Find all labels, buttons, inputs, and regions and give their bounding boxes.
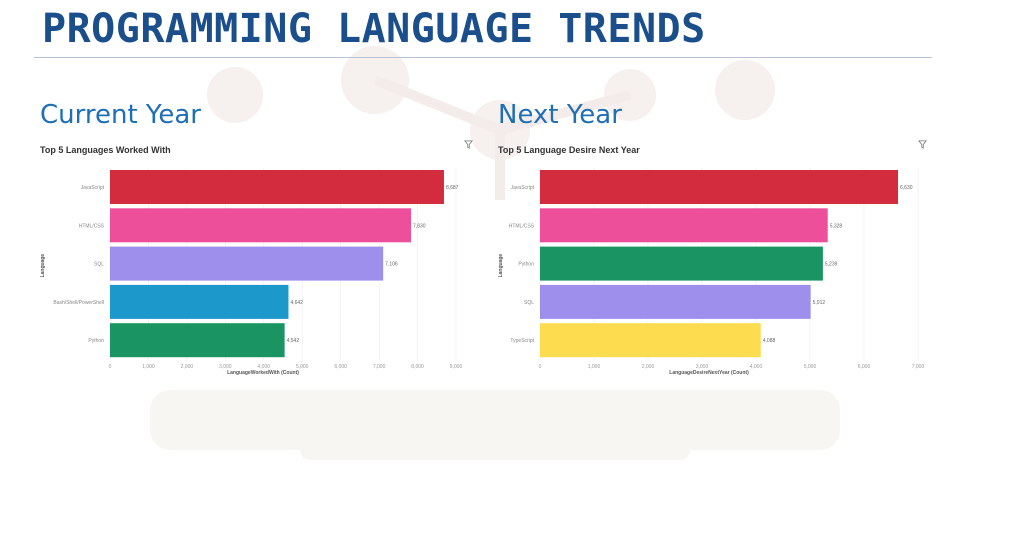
x-tick-label: 3,000 [219, 364, 232, 370]
category-label: JavaScript [81, 185, 105, 191]
x-axis-label: LanguageWorkedWith (Count) [227, 370, 299, 376]
x-tick-label: 1,000 [142, 364, 155, 370]
filter-icon[interactable] [918, 140, 927, 149]
x-tick-label: 6,000 [858, 364, 871, 370]
x-tick-label: 0 [539, 364, 542, 370]
data-label: 8,687 [446, 185, 459, 191]
data-label: 4,642 [290, 300, 303, 306]
chart-title-next: Top 5 Language Desire Next Year [498, 145, 640, 155]
next-year-heading: Next Year [498, 100, 622, 130]
bar[interactable] [540, 208, 828, 243]
bar[interactable] [540, 284, 811, 319]
bar[interactable] [110, 170, 444, 204]
x-tick-label: 4,000 [750, 364, 763, 370]
x-tick-label: 1,000 [588, 364, 601, 370]
x-tick-label: 4,000 [258, 364, 271, 370]
bar[interactable] [110, 246, 384, 281]
data-label: 4,542 [287, 338, 300, 344]
x-tick-label: 5,000 [804, 364, 817, 370]
x-tick-label: 8,000 [411, 364, 424, 370]
bar-chart-next: 0 1,000 2,000 3,000 4,000 5,000 6,000 7,000 Java… [498, 168, 925, 376]
category-label: HTML/CSS [509, 223, 535, 229]
x-tick-label: 7,000 [373, 364, 386, 370]
category-label: Python [88, 338, 104, 344]
y-axis-label: Language [498, 254, 504, 278]
x-tick-label: 2,000 [642, 364, 655, 370]
category-label: Python [518, 262, 534, 268]
data-label: 5,328 [830, 223, 843, 229]
category-label: JavaScript [511, 185, 535, 191]
x-tick-label: 7,000 [912, 364, 925, 370]
x-tick-label: 0 [109, 364, 112, 370]
bar[interactable] [540, 170, 899, 204]
data-label: 7,106 [385, 262, 398, 268]
category-label: TypeScript [510, 338, 534, 344]
category-label: HTML/CSS [79, 223, 105, 229]
x-tick-label: 3,000 [696, 364, 709, 370]
x-tick-label: 6,000 [334, 364, 347, 370]
x-tick-label: 2,000 [181, 364, 194, 370]
category-label: SQL [94, 262, 104, 268]
x-tick-label: 9,000 [450, 364, 463, 370]
bar[interactable] [110, 208, 412, 243]
bar[interactable] [110, 284, 289, 319]
bar[interactable] [540, 323, 761, 358]
category-label: Bash/Shell/PowerShell [53, 300, 104, 306]
bar[interactable] [540, 246, 823, 281]
data-label: 5,239 [825, 262, 838, 268]
data-label: 5,012 [813, 300, 826, 306]
chart-title-current: Top 5 Languages Worked With [40, 145, 171, 155]
bar-chart-current: 0 1,000 2,000 3,000 4,000 5,000 6,000 7,000 8,00… [40, 168, 463, 376]
data-label: 7,830 [413, 223, 426, 229]
current-year-heading: Current Year [40, 100, 201, 130]
filter-icon[interactable] [464, 140, 473, 149]
x-axis-label: LanguageDesireNextYear (Count) [669, 370, 749, 376]
x-tick-label: 5,000 [296, 364, 309, 370]
data-label: 4,088 [763, 338, 776, 344]
page-title: PROGRAMMING LANGUAGE TRENDS [42, 6, 706, 52]
title-divider [34, 57, 932, 58]
y-axis-label: Language [40, 254, 46, 278]
bar[interactable] [110, 323, 285, 358]
data-label: 6,630 [900, 185, 913, 191]
category-label: SQL [524, 300, 534, 306]
